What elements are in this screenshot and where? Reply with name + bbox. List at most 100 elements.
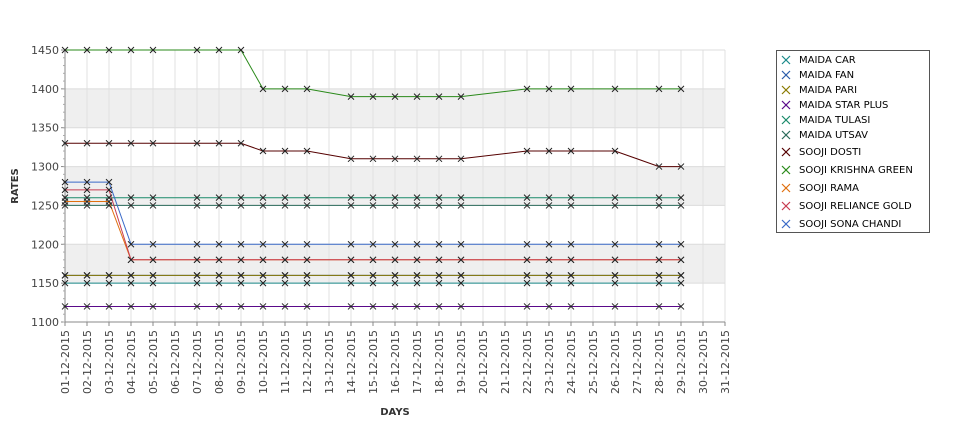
data-point: [83, 303, 91, 310]
data-point-stroke: [369, 303, 377, 310]
x-tick-label: 22-12-2015: [521, 330, 534, 394]
data-point-stroke: [193, 202, 201, 209]
data-point-stroke: [545, 202, 553, 209]
data-point-stroke: [215, 46, 223, 54]
data-point-stroke: [105, 46, 113, 54]
y-axis-label: RATES: [10, 168, 21, 204]
data-point: [105, 139, 113, 147]
data-point-stroke: [435, 272, 443, 279]
x-tick-label: 08-12-2015: [213, 330, 226, 394]
data-point: [127, 272, 135, 279]
data-point: [281, 202, 289, 209]
data-point: [413, 155, 421, 163]
data-point: [281, 85, 289, 93]
x-tick-label: 12-12-2015: [301, 330, 314, 394]
data-point-stroke: [545, 240, 553, 248]
data-point-stroke: [149, 256, 157, 264]
data-point-stroke: [413, 303, 421, 310]
data-point-stroke: [523, 240, 531, 248]
data-point: [391, 303, 399, 310]
legend-label: MAIDA UTSAV: [799, 129, 868, 141]
data-point: [105, 186, 113, 194]
data-point: [149, 272, 157, 279]
data-point: [127, 139, 135, 147]
data-point: [611, 272, 619, 279]
data-point: [149, 256, 157, 264]
legend-marker-icon: [781, 147, 791, 157]
data-point-stroke: [391, 155, 399, 163]
data-point: [611, 147, 619, 155]
data-point-stroke: [193, 256, 201, 264]
data-point-stroke: [523, 202, 531, 209]
data-point: [61, 303, 69, 310]
x-tick-label: 28-12-2015: [653, 330, 666, 394]
data-point-stroke: [303, 202, 311, 209]
data-point: [347, 93, 355, 100]
data-point-stroke: [457, 256, 465, 264]
data-point-stroke: [567, 240, 575, 248]
data-point: [237, 46, 245, 54]
data-point-stroke: [83, 198, 91, 205]
data-point: [655, 163, 663, 170]
data-point-stroke: [105, 178, 113, 186]
x-tick-label: 29-12-2015: [675, 330, 688, 394]
x-tick-label: 20-12-2015: [477, 330, 490, 394]
legend-label: MAIDA PARI: [799, 84, 858, 96]
legend-item: SOOJI SONA CHANDI: [781, 217, 901, 231]
data-point: [237, 139, 245, 147]
legend-item: MAIDA FAN: [781, 68, 854, 82]
data-point-stroke: [435, 155, 443, 163]
data-point: [611, 303, 619, 310]
data-point: [193, 272, 201, 279]
data-point-stroke: [523, 272, 531, 279]
data-point: [215, 46, 223, 54]
data-point-stroke: [83, 279, 91, 287]
data-point-stroke: [215, 256, 223, 264]
data-point-stroke: [545, 256, 553, 264]
data-point: [127, 303, 135, 310]
data-point-stroke: [677, 202, 685, 209]
data-point-stroke: [281, 272, 289, 279]
data-point-stroke: [523, 85, 531, 93]
data-point-stroke: [149, 279, 157, 287]
data-point: [611, 85, 619, 93]
data-point: [215, 279, 223, 287]
data-point-stroke: [413, 93, 421, 100]
data-point: [193, 139, 201, 147]
data-point: [435, 194, 443, 202]
legend-item: MAIDA STAR PLUS: [781, 98, 888, 112]
data-point: [413, 256, 421, 264]
data-point-stroke: [567, 256, 575, 264]
data-point: [677, 85, 685, 93]
data-point-stroke: [413, 272, 421, 279]
data-point: [457, 155, 465, 163]
data-point-stroke: [347, 256, 355, 264]
data-point: [347, 256, 355, 264]
legend-marker-icon: [781, 130, 791, 140]
series-points: [61, 46, 685, 310]
data-point: [523, 272, 531, 279]
data-point-stroke: [127, 272, 135, 279]
legend-label: MAIDA TULASI: [799, 114, 871, 126]
data-point-stroke: [655, 256, 663, 264]
data-point-stroke: [105, 139, 113, 147]
data-point-stroke: [369, 279, 377, 287]
data-point: [567, 272, 575, 279]
data-point: [413, 93, 421, 100]
data-point: [523, 279, 531, 287]
data-point: [237, 272, 245, 279]
data-point-stroke: [369, 202, 377, 209]
data-point-stroke: [523, 194, 531, 202]
x-tick-label: 14-12-2015: [345, 330, 358, 394]
data-point: [83, 46, 91, 54]
data-point: [237, 240, 245, 248]
data-point: [237, 303, 245, 310]
data-point: [105, 198, 113, 205]
legend-item: SOOJI RELIANCE GOLD: [781, 199, 912, 213]
data-point: [83, 178, 91, 186]
data-point: [347, 279, 355, 287]
data-point-stroke: [259, 240, 267, 248]
data-point: [281, 303, 289, 310]
x-tick-label: 27-12-2015: [631, 330, 644, 394]
data-point-stroke: [303, 194, 311, 202]
